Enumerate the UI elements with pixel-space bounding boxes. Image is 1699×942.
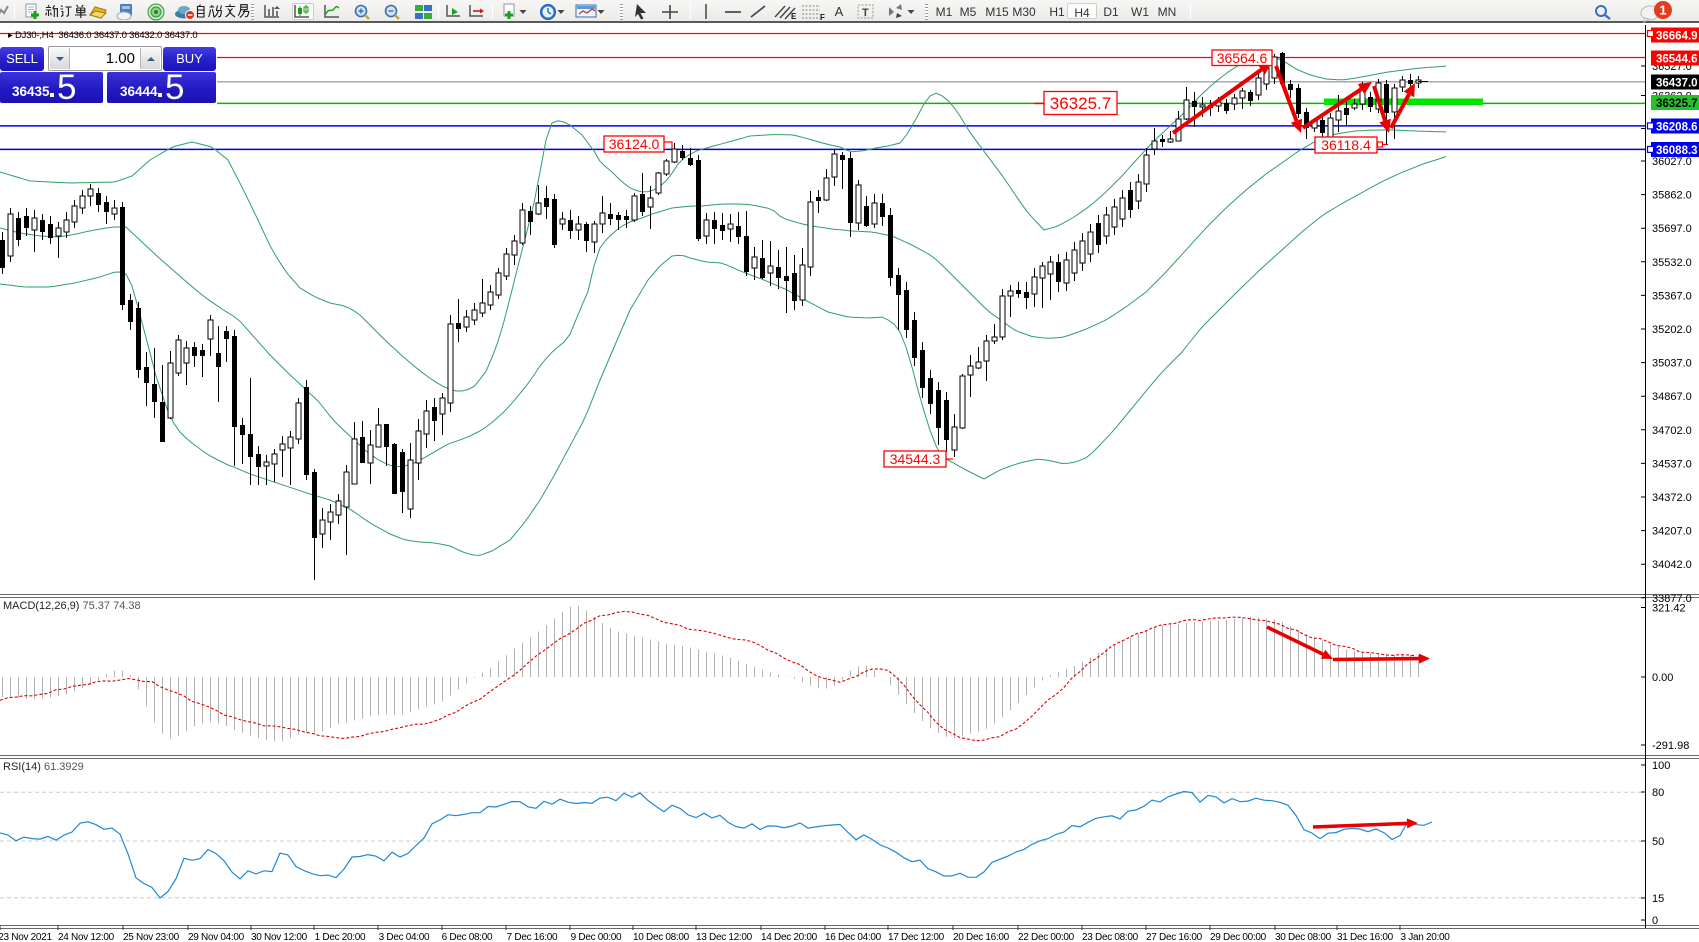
svg-text:34702.0: 34702.0 [1652,425,1692,437]
svg-text:36325.7: 36325.7 [1656,98,1698,110]
svg-text:35367.0: 35367.0 [1652,290,1692,302]
svg-text:T: T [862,7,869,19]
svg-text:22 Dec 00:00: 22 Dec 00:00 [1018,932,1075,942]
svg-text:15: 15 [1652,893,1664,905]
svg-text:3 Jan 20:00: 3 Jan 20:00 [1401,932,1451,942]
svg-text:34042.0: 34042.0 [1652,559,1692,571]
svg-text:29 Dec 00:00: 29 Dec 00:00 [1210,932,1267,942]
svg-text:36027.0: 36027.0 [1652,156,1692,168]
svg-text:1: 1 [1659,2,1666,17]
svg-text:36208.6: 36208.6 [1656,122,1698,134]
svg-text:7 Dec 16:00: 7 Dec 16:00 [507,932,558,942]
svg-text:80: 80 [1652,787,1664,799]
svg-text:20 Dec 16:00: 20 Dec 16:00 [953,932,1010,942]
svg-text:27 Dec 16:00: 27 Dec 16:00 [1146,932,1203,942]
svg-text:35697.0: 35697.0 [1652,223,1692,235]
svg-text:30 Dec 08:00: 30 Dec 08:00 [1275,932,1332,942]
svg-text:35532.0: 35532.0 [1652,257,1692,269]
svg-text:36664.9: 36664.9 [1656,31,1698,43]
svg-text:25 Nov 23:00: 25 Nov 23:00 [123,932,180,942]
svg-text:9 Dec 00:00: 9 Dec 00:00 [571,932,622,942]
svg-text:17 Dec 12:00: 17 Dec 12:00 [888,932,945,942]
svg-text:3 Dec 04:00: 3 Dec 04:00 [379,932,430,942]
svg-text:35202.0: 35202.0 [1652,324,1692,336]
svg-text:24 Nov 12:00: 24 Nov 12:00 [58,932,115,942]
svg-text:F: F [820,13,825,21]
svg-text:33877.0: 33877.0 [1652,593,1692,605]
svg-text:36564.6: 36564.6 [1217,50,1268,66]
svg-text:36437.0: 36437.0 [1656,78,1698,90]
svg-text:34372.0: 34372.0 [1652,492,1692,504]
svg-text:36124.0: 36124.0 [609,136,660,152]
svg-text:36544.6: 36544.6 [1656,54,1698,66]
svg-text:100: 100 [1652,760,1670,772]
svg-text:23 Nov 2021: 23 Nov 2021 [0,932,52,942]
svg-text:13 Dec 12:00: 13 Dec 12:00 [696,932,753,942]
svg-text:36088.3: 36088.3 [1656,145,1698,157]
svg-text:6 Dec 08:00: 6 Dec 08:00 [442,932,493,942]
svg-text:36325.7: 36325.7 [1050,94,1111,113]
svg-text:34207.0: 34207.0 [1652,526,1692,538]
svg-text:1 Dec 20:00: 1 Dec 20:00 [315,932,366,942]
svg-text:10 Dec 08:00: 10 Dec 08:00 [633,932,690,942]
svg-text:23 Dec 08:00: 23 Dec 08:00 [1082,932,1139,942]
svg-text:-291.98: -291.98 [1652,740,1689,752]
svg-text:34544.3: 34544.3 [890,451,941,467]
svg-text:30 Nov 12:00: 30 Nov 12:00 [251,932,308,942]
svg-text:29 Nov 04:00: 29 Nov 04:00 [188,932,245,942]
svg-text:34537.0: 34537.0 [1652,458,1692,470]
svg-text:16 Dec 04:00: 16 Dec 04:00 [825,932,882,942]
svg-text:36118.4: 36118.4 [1321,137,1371,153]
svg-text:321.42: 321.42 [1652,603,1686,615]
svg-text:50: 50 [1652,836,1664,848]
svg-text:14 Dec 20:00: 14 Dec 20:00 [761,932,818,942]
svg-text:31 Dec 16:00: 31 Dec 16:00 [1337,932,1394,942]
svg-text:34867.0: 34867.0 [1652,391,1692,403]
svg-text:0.00: 0.00 [1652,672,1673,684]
svg-text:35862.0: 35862.0 [1652,190,1692,202]
svg-text:0: 0 [1652,915,1658,927]
svg-text:35037.0: 35037.0 [1652,358,1692,370]
svg-text:E: E [791,12,797,21]
